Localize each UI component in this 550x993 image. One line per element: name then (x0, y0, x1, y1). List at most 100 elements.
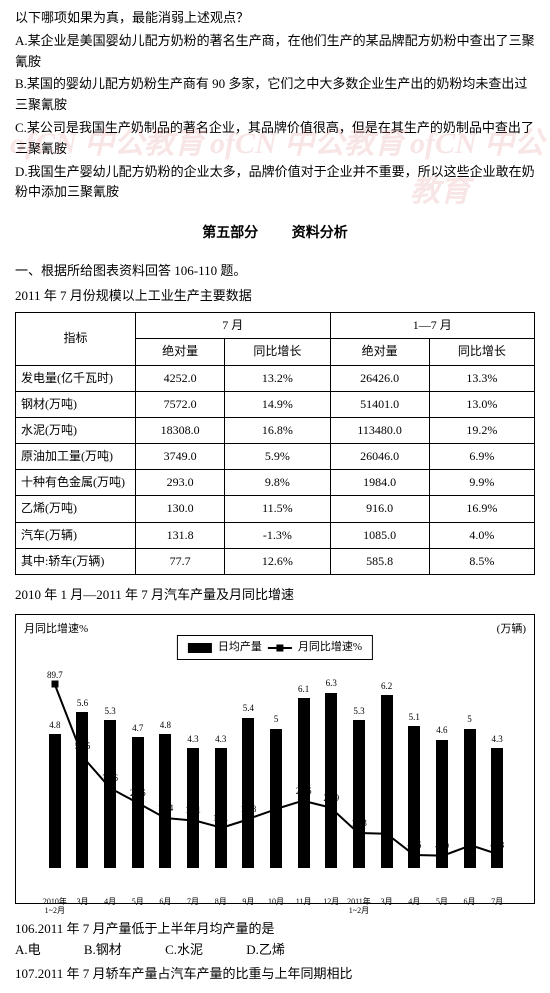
bar-label: 4.6 (436, 723, 447, 737)
table-cell: 12.6% (225, 548, 330, 574)
bar-label: 4.3 (492, 732, 503, 746)
line-label: 34.6 (102, 771, 118, 785)
table-cell: 9.9% (429, 470, 534, 496)
table-cell: 51401.0 (330, 391, 429, 417)
option-b: B.某国的婴幼儿配方奶粉生产商有 90 多家，它们之中大多数企业生产出的奶粉均未… (15, 74, 535, 116)
bar-label: 5.3 (104, 704, 115, 718)
table-row: 发电量(亿千瓦时)4252.013.2%26426.013.3% (16, 365, 535, 391)
chart-legend: 日均产量 月同比增速% (177, 635, 373, 661)
x-label: 12月 (323, 898, 339, 907)
table-cell: 汽车(万辆) (16, 522, 136, 548)
line-label: 17.8 (240, 802, 256, 816)
table-cell: 916.0 (330, 496, 429, 522)
th-jan-jul: 1—7 月 (330, 313, 534, 339)
table-cell: 4252.0 (136, 365, 225, 391)
option-a: A.某企业是美国婴幼儿配方奶粉的著名生产商，在他们生产的某品牌配方奶粉中查出了三… (15, 31, 535, 73)
q107-stem: 107.2011 年 7 月轿车产量占汽车产量的比重与上年同期相比 (15, 964, 535, 985)
bar (49, 734, 61, 868)
chart: 月同比增速% (万辆) 日均产量 月同比增速% 4.85.65.34.74.84… (15, 614, 535, 904)
bar-label: 4.8 (49, 718, 60, 732)
bar (353, 720, 365, 867)
table-cell: 8.5% (429, 548, 534, 574)
bar (215, 748, 227, 868)
table-cell: 77.7 (136, 548, 225, 574)
bar-label: 5.6 (77, 696, 88, 710)
x-label: 3月 (381, 898, 393, 907)
table-cell: 13.2% (225, 365, 330, 391)
x-label: 2011年1~2月 (347, 898, 371, 916)
question-stem: 以下哪项如果为真，最能消弱上述观点？ (15, 8, 535, 29)
line-label: -1.9 (435, 839, 449, 853)
bar (381, 695, 393, 867)
x-label: 8月 (215, 898, 227, 907)
line-label: 27.6 (296, 784, 312, 798)
line-label: 13.1 (213, 811, 229, 825)
table-row: 原油加工量(万吨)3749.05.9%26046.06.9% (16, 444, 535, 470)
legend-bar-label: 日均产量 (218, 639, 262, 657)
table-cell: 7572.0 (136, 391, 225, 417)
x-label: 6月 (464, 898, 476, 907)
table-cell: 钢材(万吨) (16, 391, 136, 417)
table-cell: 14.9% (225, 391, 330, 417)
table-cell: 11.5% (225, 496, 330, 522)
table-cell: 16.8% (225, 417, 330, 443)
table-cell: 18308.0 (136, 417, 225, 443)
line-label: -1.3 (490, 838, 504, 852)
th-sub-abs: 绝对量 (330, 339, 429, 365)
x-label: 7月 (491, 898, 503, 907)
line-label: 51.5 (75, 739, 91, 753)
legend-line-label: 月同比增速% (298, 639, 362, 657)
bar-label: 6.1 (298, 682, 309, 696)
table-row: 乙烯(万吨)130.011.5%916.016.9% (16, 496, 535, 522)
section-header: 第五部分 资料分析 (15, 223, 535, 245)
x-label: 10月 (268, 898, 284, 907)
option-d: D.我国生产婴幼儿配方奶粉的企业太多，品牌价值对于企业并不重要，所以这些企业敢在… (15, 162, 535, 204)
x-label: 5月 (132, 898, 144, 907)
table-cell: 13.3% (429, 365, 534, 391)
table-cell: 13.0% (429, 391, 534, 417)
q106-d: D.乙烯 (246, 940, 285, 961)
bar (242, 718, 254, 868)
line-label: 18.4 (158, 801, 174, 815)
bar (325, 693, 337, 868)
th-indicator: 指标 (16, 313, 136, 365)
q106-b: B.钢材 (84, 940, 122, 961)
line-label: -1.6 (407, 838, 421, 852)
legend-line-icon (268, 647, 292, 649)
bar-label: 5.3 (353, 704, 364, 718)
bar-label: 5.4 (243, 701, 254, 715)
table-cell: 19.2% (429, 417, 534, 443)
table-row: 其中:轿车(万辆)77.712.6%585.88.5% (16, 548, 535, 574)
table-cell: -1.3% (225, 522, 330, 548)
table-row: 水泥(万吨)18308.016.8%113480.019.2% (16, 417, 535, 443)
line-label: 9.9 (381, 817, 392, 831)
bar-label: 4.3 (215, 732, 226, 746)
x-label: 2010年1~2月 (43, 898, 67, 916)
bar (104, 720, 116, 867)
bar-label: 5.1 (409, 710, 420, 724)
x-label: 6月 (159, 898, 171, 907)
y-left-label: 月同比增速% (24, 621, 88, 639)
q106-stem: 106.2011 年 7 月产量低于上半年月均产量的是 (15, 919, 535, 940)
x-label: 4月 (104, 898, 116, 907)
plot-area: 4.85.65.34.74.84.34.35.456.16.35.36.25.1… (41, 665, 509, 868)
table-cell: 113480.0 (330, 417, 429, 443)
bar-label: 5 (467, 712, 472, 726)
bar-label: 4.8 (160, 718, 171, 732)
table-row: 汽车(万辆)131.8-1.3%1085.04.0% (16, 522, 535, 548)
table-row: 十种有色金属(万吨)293.09.8%1984.09.9% (16, 470, 535, 496)
section-name: 资料分析 (292, 226, 348, 241)
bar-label: 6.3 (326, 676, 337, 690)
line-label: 17.1 (185, 803, 201, 817)
q106-a: A.电 (15, 940, 41, 961)
line-label: 10.3 (351, 816, 367, 830)
table-cell: 1085.0 (330, 522, 429, 548)
x-label: 5月 (436, 898, 448, 907)
bar-label: 4.3 (187, 732, 198, 746)
table-cell: 26046.0 (330, 444, 429, 470)
table-cell: 其中:轿车(万辆) (16, 548, 136, 574)
table-cell: 6.9% (429, 444, 534, 470)
table-cell: 130.0 (136, 496, 225, 522)
chart-title: 2010 年 1 月—2011 年 7 月汽车产量及月同比增速 (15, 585, 535, 606)
x-label: 3月 (76, 898, 88, 907)
